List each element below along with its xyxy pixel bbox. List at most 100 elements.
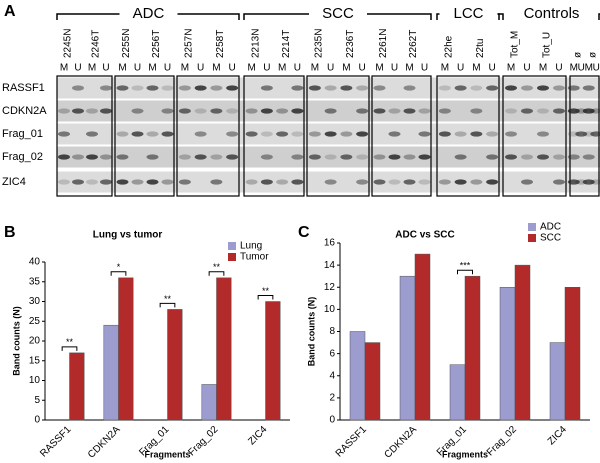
lane-label: M: [441, 63, 449, 74]
gel-band: [454, 131, 467, 137]
y-tick-label: 12: [324, 282, 336, 293]
significance-bracket: [257, 295, 274, 300]
gel-band: [276, 108, 289, 114]
legend-label: Tumor: [240, 252, 269, 263]
y-tick-label: 20: [29, 336, 41, 347]
sample-label: 2245N: [63, 29, 74, 58]
lane-label: U: [74, 63, 81, 74]
gel-band: [226, 108, 239, 114]
gel-band: [454, 154, 467, 160]
legend-swatch: [528, 223, 536, 231]
gel-band: [226, 85, 239, 91]
significance-label: **: [66, 337, 74, 347]
gel-band: [131, 179, 144, 185]
y-tick-label: 6: [329, 348, 335, 359]
y-tick-label: 0: [329, 415, 335, 426]
gel-band: [100, 85, 112, 91]
sample-label: 2258T: [215, 30, 226, 58]
significance-label: ***: [460, 261, 471, 271]
bar: [564, 287, 581, 421]
gel-band: [403, 179, 416, 185]
y-axis-label: Band counts (N): [11, 306, 21, 376]
lane-label: M: [118, 63, 126, 74]
sample-label: 22he: [444, 35, 455, 58]
gel-panel: [306, 75, 370, 197]
gel-band: [537, 108, 549, 114]
gel-band: [291, 154, 304, 160]
lane-label: M: [148, 63, 156, 74]
sample-label: 2262T: [408, 30, 419, 58]
gel-band: [567, 108, 580, 114]
gel-band: [324, 85, 337, 91]
sample-label: 2255N: [121, 29, 132, 58]
gel-band: [226, 154, 239, 160]
gel-band: [194, 85, 207, 91]
lane-label: M: [181, 63, 189, 74]
sample-label: 2213N: [250, 29, 261, 58]
bar: [449, 364, 466, 421]
bar: [349, 331, 366, 421]
gel-band: [582, 154, 595, 160]
gel-panel: [371, 75, 432, 197]
gel-panel: [56, 75, 113, 197]
gel-band: [418, 154, 431, 160]
gel-band: [505, 154, 517, 160]
gel-band: [324, 131, 337, 137]
gel-band: [308, 154, 321, 160]
gel-band: [245, 131, 258, 137]
legend-swatch: [528, 234, 536, 242]
lane-label: U: [489, 63, 496, 74]
gel-band: [226, 131, 239, 137]
gel-band: [245, 108, 258, 114]
gel-band: [291, 131, 304, 137]
sample-label: 22tu: [475, 39, 486, 58]
lane-label: U: [263, 63, 270, 74]
lane-label: M: [342, 63, 350, 74]
gel-band: [486, 154, 499, 160]
gel-band: [116, 154, 129, 160]
gel-band: [210, 85, 223, 91]
sample-label: ø: [587, 52, 598, 58]
y-tick-label: 4: [329, 370, 335, 381]
significance-label: **: [164, 294, 172, 304]
group-label: ADC: [133, 5, 165, 22]
gel-band: [210, 108, 223, 114]
gel-band: [100, 154, 112, 160]
significance-label: *: [117, 262, 121, 272]
sample-label: 2256T: [151, 30, 162, 58]
gel-panel: [502, 75, 567, 197]
gel-band: [486, 85, 499, 91]
row-label: Frag_01: [2, 128, 43, 140]
gel-panel: [436, 75, 500, 197]
gel-band: [72, 108, 84, 114]
gel-band: [276, 131, 289, 137]
gel-band: [590, 131, 600, 137]
lane-label: M: [585, 63, 593, 74]
gel-band: [72, 85, 84, 91]
gel-band: [438, 108, 451, 114]
gel-band: [356, 154, 369, 160]
lane-label: U: [391, 63, 398, 74]
y-tick-label: 8: [329, 326, 335, 337]
gel-band: [388, 131, 401, 137]
gel-band: [72, 154, 84, 160]
bar: [499, 287, 516, 421]
gel-band: [58, 108, 70, 114]
lane-label: M: [405, 63, 413, 74]
gel-band: [72, 179, 84, 185]
gel-band: [146, 179, 159, 185]
gel-band: [291, 108, 304, 114]
gel-band: [537, 85, 549, 91]
lane-label: M: [570, 63, 578, 74]
y-tick-label: 35: [29, 276, 41, 287]
gel-band: [505, 108, 517, 114]
gel-band: [100, 108, 112, 114]
gel-band: [553, 154, 565, 160]
gel-band: [418, 131, 431, 137]
gel-band: [146, 85, 159, 91]
sample-label: 2235N: [314, 29, 325, 58]
x-tick-label: Frag_02: [186, 424, 220, 458]
gel-band: [58, 154, 70, 160]
sample-label: 2257N: [184, 29, 195, 58]
